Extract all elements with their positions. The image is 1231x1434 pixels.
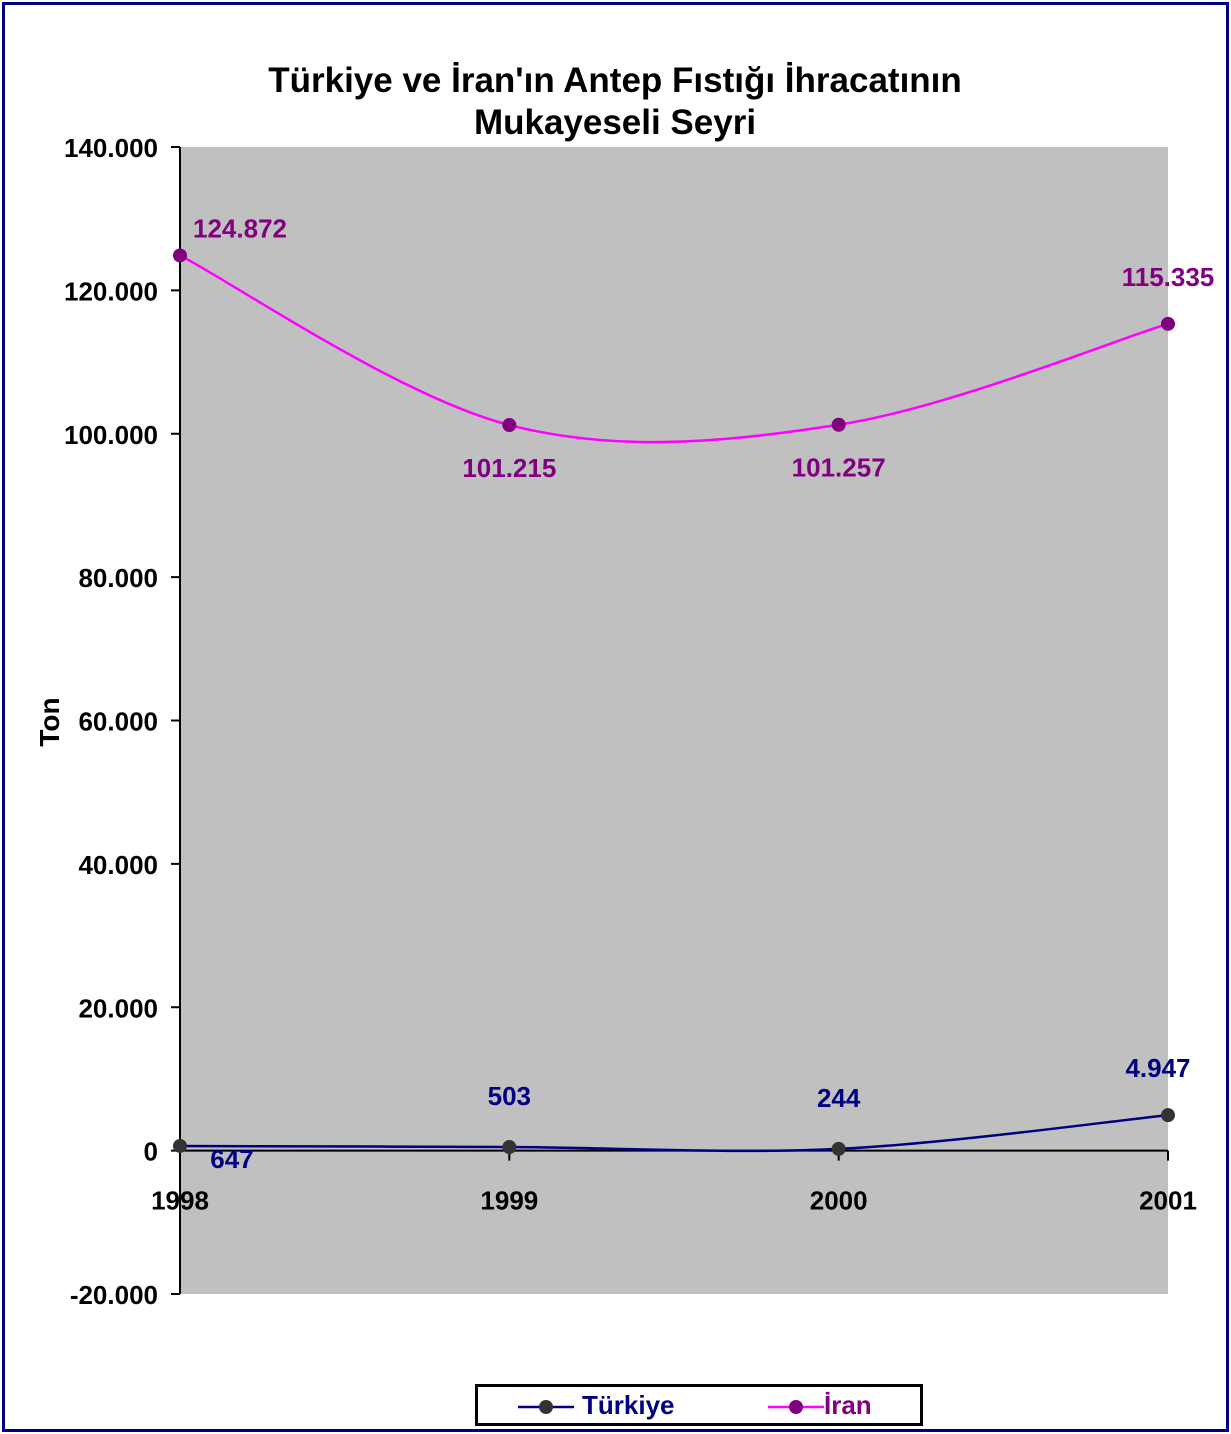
data-label-turkiye: 4.947: [1125, 1053, 1190, 1083]
x-tick-label: 2001: [1139, 1186, 1197, 1216]
x-tick-label: 2000: [810, 1186, 868, 1216]
y-tick-label: 60.000: [78, 707, 158, 737]
data-label-iran: 101.257: [792, 453, 886, 483]
legend-swatch-marker: [789, 1400, 803, 1414]
series-layer: [173, 248, 1175, 1156]
y-tick-label: 0: [144, 1137, 158, 1167]
data-label-iran: 115.335: [1122, 262, 1215, 292]
y-axis-title: Ton: [34, 697, 65, 746]
legend-label-iran: İran: [824, 1390, 872, 1420]
data-point-iran: [173, 248, 187, 263]
data-point-iran: [502, 418, 517, 433]
data-label-turkiye: 503: [488, 1081, 531, 1111]
data-label-turkiye: 244: [817, 1083, 861, 1113]
axes: -20.000 0 20.000 40.000 60.000 80.000 100.000 1…: [64, 133, 1197, 1310]
data-label-turkiye: 647: [210, 1144, 253, 1174]
data-point-turkiye: [1161, 1108, 1175, 1123]
data-label-iran: 101.215: [462, 453, 556, 483]
data-point-turkiye: [173, 1138, 187, 1153]
legend: Türkiye İran: [475, 1384, 923, 1426]
data-point-iran: [831, 417, 846, 432]
legend-swatch-turkiye: [518, 1400, 574, 1414]
data-label-iran: 124.872: [193, 213, 287, 243]
series-line-iran: [179, 254, 1169, 444]
y-tick-label: 120.000: [64, 276, 158, 306]
legend-swatch-marker: [539, 1400, 553, 1414]
y-tick-label: 80.000: [78, 563, 158, 593]
y-tick-label: 20.000: [78, 993, 158, 1023]
y-tick-label: 40.000: [78, 850, 158, 880]
x-tick-label: 1999: [480, 1186, 538, 1216]
y-tick-label: 140.000: [64, 133, 158, 163]
data-point-turkiye: [502, 1140, 517, 1155]
y-tick-label: 100.000: [64, 420, 158, 450]
x-tick-label: 1998: [151, 1186, 209, 1216]
chart-title: Türkiye ve İran'ın Antep Fıstığı İhracat…: [268, 61, 962, 142]
legend-label-turkiye: Türkiye: [582, 1390, 675, 1420]
plot-area: [180, 147, 1168, 1294]
legend-swatch-iran: [768, 1400, 824, 1414]
data-point-iran: [1161, 316, 1175, 331]
data-point-turkiye: [831, 1141, 846, 1156]
y-tick-label: -20.000: [70, 1280, 158, 1310]
data-labels: 647 503 244 4.947 124.872 101.215 101.257 115.3…: [193, 213, 1214, 1174]
series-line-turkiye: [179, 1113, 1169, 1153]
